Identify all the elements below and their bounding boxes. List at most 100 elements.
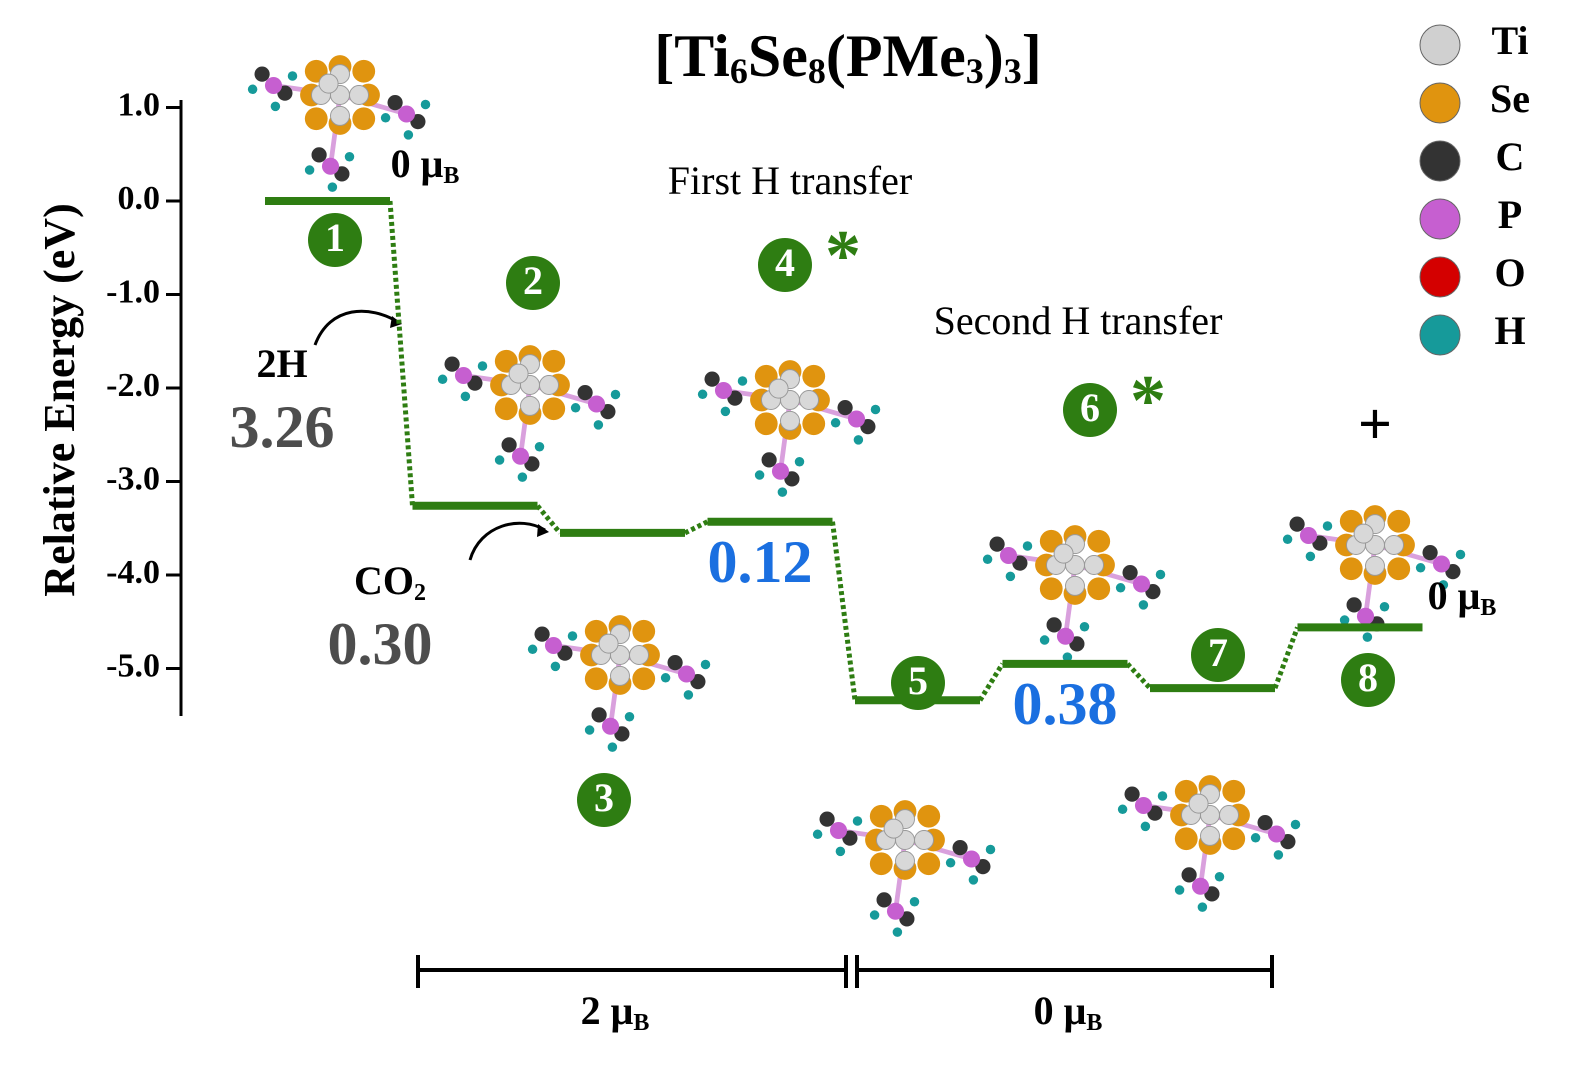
state-number: 5 (908, 658, 928, 703)
state-badge (506, 256, 560, 310)
atom-c (1124, 786, 1140, 802)
atom-p (544, 636, 563, 655)
atom-h (945, 858, 956, 868)
connector (683, 519, 709, 536)
atom-h (327, 182, 338, 192)
atom-h (247, 84, 258, 95)
legend-marker (1419, 140, 1461, 182)
y-tick-label: 0.0 (118, 180, 161, 217)
atom-se (1174, 827, 1198, 851)
atom-p (321, 157, 340, 175)
atom-h (1214, 872, 1225, 882)
atom-h (1157, 791, 1168, 801)
arrowhead (390, 316, 402, 328)
atom-h (1290, 819, 1301, 830)
atom-ti (1065, 575, 1085, 596)
state-badge (1341, 653, 1395, 707)
atom-h (869, 910, 880, 920)
atom-c (534, 626, 550, 642)
atom-c (1346, 597, 1362, 613)
atom-h (835, 846, 846, 857)
atom-h (892, 927, 903, 937)
state-badge (577, 773, 631, 827)
legend-label: P (1498, 192, 1522, 237)
atom-ti (629, 645, 649, 665)
barrier-name: CO2​ (354, 558, 426, 605)
atom-se (542, 397, 566, 421)
atom-se (632, 619, 656, 643)
state-badge (308, 213, 362, 267)
atom-h (683, 690, 694, 700)
atom-p (847, 410, 866, 428)
atom-ti (1053, 543, 1074, 564)
atom-ti (508, 363, 529, 384)
atom-ti (780, 410, 800, 431)
state-badge (1191, 628, 1245, 682)
ts-mark: * (1130, 361, 1166, 441)
atom-se (632, 667, 656, 691)
atom-h (737, 376, 748, 386)
y-tick-label: -4.0 (106, 554, 160, 591)
atom-se (1387, 509, 1411, 533)
atom-h (1415, 563, 1426, 573)
atom-h (1062, 652, 1073, 662)
atom-p (1191, 877, 1210, 895)
state-number: 4 (775, 240, 795, 285)
atom-c (876, 892, 892, 908)
molecule (697, 360, 881, 497)
atom-h (607, 742, 618, 752)
atom-se (1087, 529, 1111, 553)
connector (977, 662, 1005, 702)
atom-h (1115, 583, 1126, 593)
molecule (1117, 775, 1301, 912)
atom-ti (349, 85, 369, 105)
atom-ti (598, 633, 619, 654)
atom-h (697, 389, 708, 400)
barrier-name: 2H (256, 341, 307, 386)
atom-h (1117, 804, 1128, 815)
atom-p (714, 381, 733, 400)
legend-marker (1419, 198, 1461, 240)
atom-p (1356, 607, 1375, 625)
atom-c (311, 147, 327, 163)
arrow (313, 309, 399, 346)
state-number: 1 (325, 215, 345, 260)
atom-ti (914, 830, 934, 850)
atom-ti (1188, 793, 1209, 814)
atom-ti (1084, 555, 1104, 575)
atom-ti (895, 850, 915, 871)
atom-se (1039, 577, 1063, 601)
atom-h (852, 816, 863, 826)
atom-ti (520, 395, 540, 416)
atom-se (802, 364, 826, 388)
connector (1125, 662, 1152, 690)
y-tick-label: -3.0 (106, 460, 160, 497)
atom-c (667, 655, 683, 671)
atom-h (403, 130, 414, 140)
atom-c (387, 95, 403, 111)
atom-h (1438, 580, 1449, 590)
spin-label: 0 μB​ (391, 141, 460, 188)
atom-h (550, 661, 561, 672)
atom-se (802, 412, 826, 436)
atom-c (254, 66, 270, 82)
atom-h (624, 712, 635, 722)
atom-h (344, 152, 355, 162)
atom-h (610, 389, 621, 400)
atom-h (584, 725, 595, 735)
atom-c (1122, 565, 1138, 581)
state-number: 8 (1358, 655, 1378, 700)
barrier-value: 3.26 (230, 394, 335, 460)
atom-se (494, 397, 518, 421)
atom-se (1222, 827, 1246, 851)
atom-c (444, 356, 460, 372)
atom-p (1432, 555, 1451, 573)
atom-ti (539, 375, 559, 395)
atom-p (264, 76, 283, 95)
atom-h (1455, 549, 1466, 560)
legend-marker (1419, 82, 1461, 124)
atom-ti (1365, 555, 1385, 576)
molecule (527, 615, 711, 752)
